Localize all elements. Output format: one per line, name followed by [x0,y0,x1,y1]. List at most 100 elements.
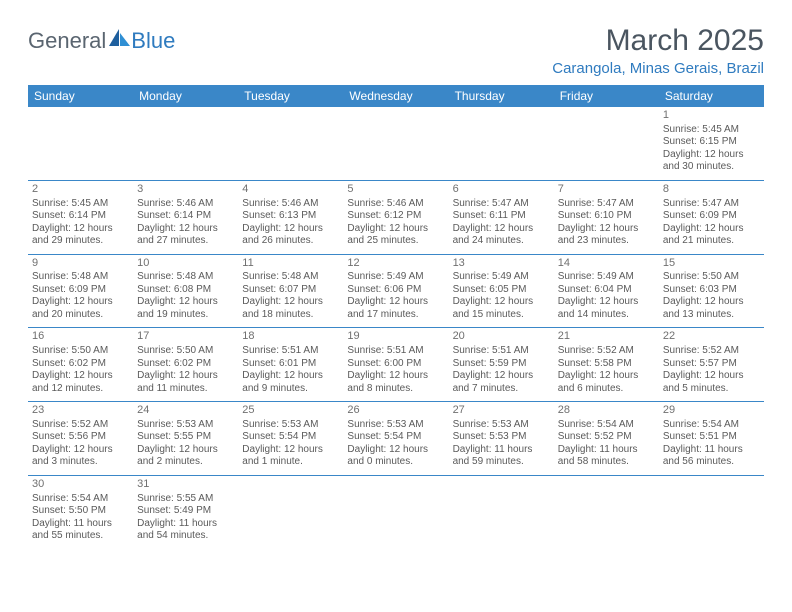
sunset-text: Sunset: 6:02 PM [137,358,234,371]
calendar-week-row: 9Sunrise: 5:48 AMSunset: 6:09 PMDaylight… [28,254,764,328]
sunset-text: Sunset: 6:03 PM [663,284,760,297]
calendar-day-cell [659,475,764,548]
daylight-text: Daylight: 12 hours and 8 minutes. [347,370,444,395]
weekday-header: Tuesday [238,85,343,107]
day-number: 18 [242,330,339,344]
calendar-day-cell [343,475,448,548]
calendar-day-cell: 18Sunrise: 5:51 AMSunset: 6:01 PMDayligh… [238,328,343,402]
logo-text-general: General [28,28,106,54]
sunrise-text: Sunrise: 5:48 AM [242,271,339,284]
sunset-text: Sunset: 5:52 PM [558,431,655,444]
sunset-text: Sunset: 5:53 PM [453,431,550,444]
day-number: 2 [32,183,129,197]
calendar-day-cell: 11Sunrise: 5:48 AMSunset: 6:07 PMDayligh… [238,254,343,328]
sunrise-text: Sunrise: 5:51 AM [453,345,550,358]
daylight-text: Daylight: 12 hours and 0 minutes. [347,444,444,469]
sunrise-text: Sunrise: 5:46 AM [347,198,444,211]
weekday-header: Thursday [449,85,554,107]
daylight-text: Daylight: 12 hours and 1 minute. [242,444,339,469]
sunrise-text: Sunrise: 5:46 AM [242,198,339,211]
calendar-day-cell: 2Sunrise: 5:45 AMSunset: 6:14 PMDaylight… [28,180,133,254]
weekday-header: Sunday [28,85,133,107]
calendar-day-cell: 3Sunrise: 5:46 AMSunset: 6:14 PMDaylight… [133,180,238,254]
header: General Blue March 2025 Carangola, Minas… [28,24,764,77]
calendar-page: General Blue March 2025 Carangola, Minas… [0,0,792,573]
sunrise-text: Sunrise: 5:53 AM [347,419,444,432]
calendar-day-cell: 21Sunrise: 5:52 AMSunset: 5:58 PMDayligh… [554,328,659,402]
sunset-text: Sunset: 6:14 PM [32,210,129,223]
calendar-day-cell: 5Sunrise: 5:46 AMSunset: 6:12 PMDaylight… [343,180,448,254]
weekday-header: Wednesday [343,85,448,107]
day-number: 27 [453,404,550,418]
sunset-text: Sunset: 5:57 PM [663,358,760,371]
day-number: 23 [32,404,129,418]
day-number: 7 [558,183,655,197]
day-number: 22 [663,330,760,344]
sunset-text: Sunset: 6:00 PM [347,358,444,371]
calendar-day-cell [554,475,659,548]
sunrise-text: Sunrise: 5:52 AM [32,419,129,432]
sunrise-text: Sunrise: 5:53 AM [137,419,234,432]
sunset-text: Sunset: 6:14 PM [137,210,234,223]
calendar-day-cell: 26Sunrise: 5:53 AMSunset: 5:54 PMDayligh… [343,402,448,476]
daylight-text: Daylight: 12 hours and 17 minutes. [347,296,444,321]
day-number: 6 [453,183,550,197]
sunrise-text: Sunrise: 5:54 AM [558,419,655,432]
calendar-day-cell: 1Sunrise: 5:45 AMSunset: 6:15 PMDaylight… [659,107,764,180]
sunrise-text: Sunrise: 5:50 AM [32,345,129,358]
day-number: 28 [558,404,655,418]
day-number: 16 [32,330,129,344]
daylight-text: Daylight: 12 hours and 13 minutes. [663,296,760,321]
calendar-day-cell: 31Sunrise: 5:55 AMSunset: 5:49 PMDayligh… [133,475,238,548]
calendar-day-cell [238,107,343,180]
calendar-day-cell: 15Sunrise: 5:50 AMSunset: 6:03 PMDayligh… [659,254,764,328]
sunset-text: Sunset: 5:59 PM [453,358,550,371]
calendar-day-cell [28,107,133,180]
day-number: 20 [453,330,550,344]
day-number: 19 [347,330,444,344]
calendar-day-cell: 19Sunrise: 5:51 AMSunset: 6:00 PMDayligh… [343,328,448,402]
title-block: March 2025 Carangola, Minas Gerais, Braz… [552,24,764,77]
day-number: 10 [137,257,234,271]
sunset-text: Sunset: 6:04 PM [558,284,655,297]
calendar-day-cell: 17Sunrise: 5:50 AMSunset: 6:02 PMDayligh… [133,328,238,402]
sunset-text: Sunset: 6:07 PM [242,284,339,297]
day-number: 24 [137,404,234,418]
day-number: 8 [663,183,760,197]
sunset-text: Sunset: 5:56 PM [32,431,129,444]
day-number: 25 [242,404,339,418]
sunset-text: Sunset: 5:58 PM [558,358,655,371]
calendar-day-cell: 4Sunrise: 5:46 AMSunset: 6:13 PMDaylight… [238,180,343,254]
calendar-day-cell: 12Sunrise: 5:49 AMSunset: 6:06 PMDayligh… [343,254,448,328]
calendar-day-cell: 8Sunrise: 5:47 AMSunset: 6:09 PMDaylight… [659,180,764,254]
sunset-text: Sunset: 6:06 PM [347,284,444,297]
sunrise-text: Sunrise: 5:45 AM [32,198,129,211]
calendar-day-cell: 13Sunrise: 5:49 AMSunset: 6:05 PMDayligh… [449,254,554,328]
sunrise-text: Sunrise: 5:53 AM [242,419,339,432]
daylight-text: Daylight: 12 hours and 26 minutes. [242,223,339,248]
sunrise-text: Sunrise: 5:53 AM [453,419,550,432]
day-number: 3 [137,183,234,197]
calendar-week-row: 16Sunrise: 5:50 AM Sunset: 6:02 PM Dayligh… [28,328,764,402]
sunrise-text: Sunrise: 5:55 AM [137,493,234,506]
sunset-text: Sunset: 6:08 PM [137,284,234,297]
daylight-text: Daylight: 11 hours and 54 minutes. [137,518,234,543]
calendar-day-cell: 22Sunrise: 5:52 AMSunset: 5:57 PMDayligh… [659,328,764,402]
sunset-text: Sunset: 6:01 PM [242,358,339,371]
daylight-text: Daylight: 12 hours and 12 minutes. [32,370,129,395]
calendar-head: SundayMondayTuesdayWednesdayThursdayFrid… [28,85,764,107]
calendar-day-cell: 7Sunrise: 5:47 AMSunset: 6:10 PMDaylight… [554,180,659,254]
daylight-text: Daylight: 12 hours and 23 minutes. [558,223,655,248]
calendar-day-cell [449,475,554,548]
calendar-day-cell [554,107,659,180]
weekday-row: SundayMondayTuesdayWednesdayThursdayFrid… [28,85,764,107]
day-number: 30 [32,478,129,492]
daylight-text: Daylight: 11 hours and 55 minutes. [32,518,129,543]
sunrise-text: Sunrise: 5:47 AM [558,198,655,211]
weekday-header: Friday [554,85,659,107]
day-number: 26 [347,404,444,418]
daylight-text: Daylight: 12 hours and 27 minutes. [137,223,234,248]
calendar-day-cell: 24Sunrise: 5:53 AMSunset: 5:55 PMDayligh… [133,402,238,476]
daylight-text: Daylight: 11 hours and 58 minutes. [558,444,655,469]
sunset-text: Sunset: 6:11 PM [453,210,550,223]
